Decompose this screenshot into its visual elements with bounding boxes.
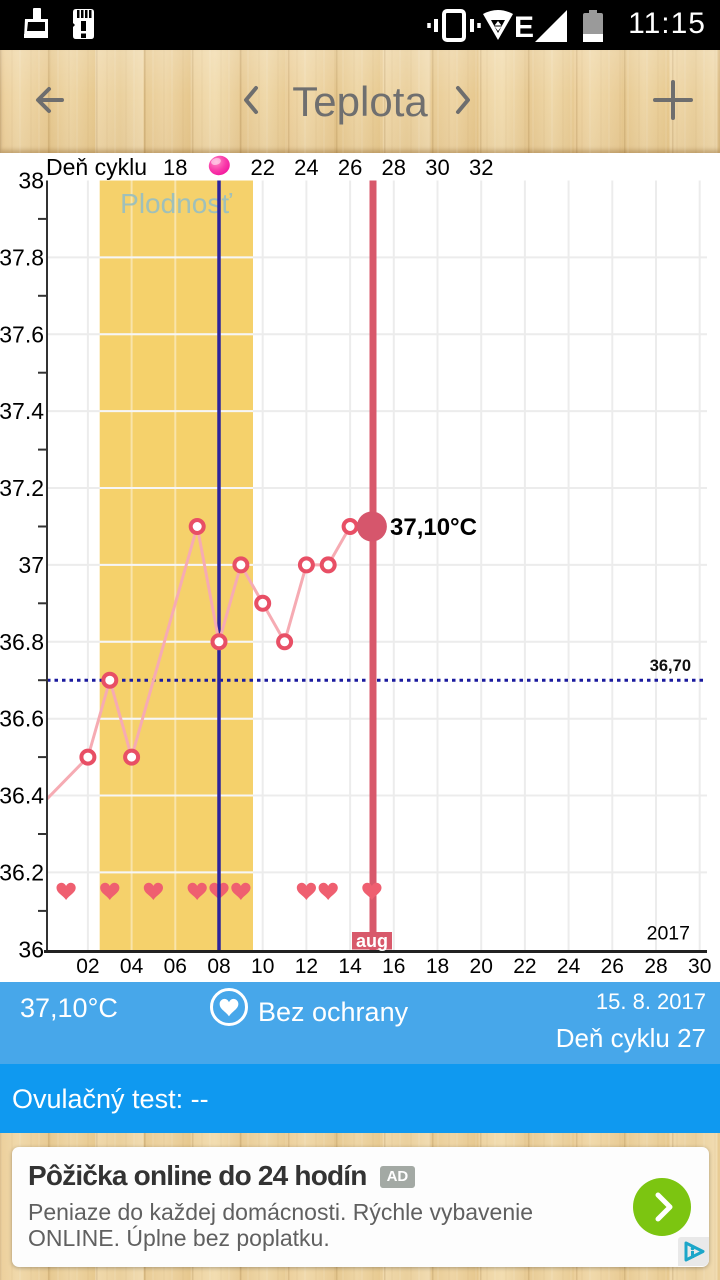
- svg-text:06: 06: [164, 955, 187, 978]
- svg-text:E: E: [514, 11, 534, 44]
- svg-text:32: 32: [469, 155, 493, 180]
- svg-text:10: 10: [251, 955, 274, 978]
- svg-text:37.6: 37.6: [0, 321, 44, 347]
- svg-text:22: 22: [250, 155, 274, 180]
- svg-text:26: 26: [338, 155, 362, 180]
- svg-text:26: 26: [601, 955, 624, 978]
- svg-text:Deň cyklu: Deň cyklu: [46, 154, 147, 180]
- svg-text:04: 04: [120, 955, 144, 978]
- svg-text:24: 24: [294, 155, 318, 180]
- svg-text:36.2: 36.2: [0, 859, 44, 885]
- svg-text:28: 28: [644, 955, 667, 978]
- svg-text:36: 36: [18, 936, 44, 962]
- svg-text:2017: 2017: [647, 923, 690, 945]
- svg-text:20: 20: [470, 955, 493, 978]
- svg-text:37.4: 37.4: [0, 398, 44, 424]
- svg-text:22: 22: [513, 955, 536, 978]
- svg-text:36.4: 36.4: [0, 783, 44, 809]
- svg-text:37,10°C: 37,10°C: [390, 514, 477, 541]
- svg-text:02: 02: [76, 955, 99, 978]
- svg-text:14: 14: [338, 955, 362, 978]
- svg-text:37.2: 37.2: [0, 475, 44, 501]
- svg-text:37.8: 37.8: [0, 244, 44, 270]
- svg-text:36.6: 36.6: [0, 706, 44, 732]
- svg-text:36,70: 36,70: [650, 657, 691, 675]
- svg-text:30: 30: [425, 155, 449, 180]
- svg-text:Plodnosť: Plodnosť: [120, 188, 232, 219]
- svg-text:38: 38: [18, 168, 44, 194]
- svg-text:08: 08: [207, 955, 230, 978]
- svg-text:12: 12: [295, 955, 318, 978]
- svg-text:36.8: 36.8: [0, 629, 44, 655]
- svg-text:37: 37: [18, 552, 44, 578]
- svg-text:24: 24: [557, 955, 581, 978]
- svg-text:30: 30: [688, 955, 711, 978]
- svg-text:18: 18: [163, 155, 187, 180]
- svg-text:aug: aug: [356, 931, 388, 951]
- svg-text:28: 28: [382, 155, 406, 180]
- svg-text:18: 18: [426, 955, 449, 978]
- svg-text:16: 16: [382, 955, 405, 978]
